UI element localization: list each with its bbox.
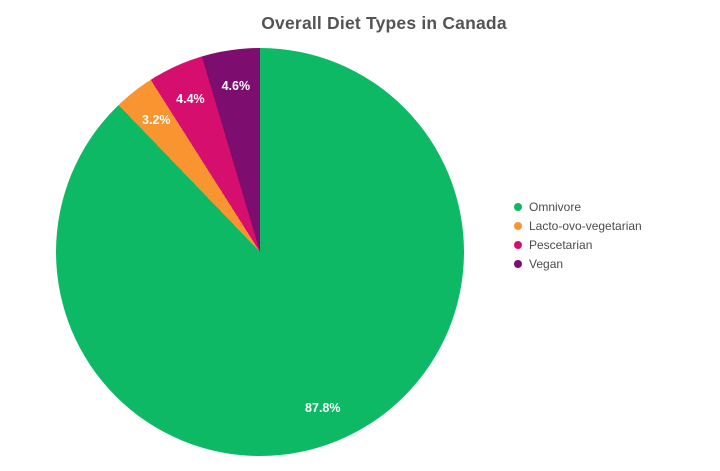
legend-swatch-icon [514, 202, 522, 211]
legend-item-lacto-ovo-vegetarian[interactable]: Lacto-ovo-vegetarian [514, 216, 642, 235]
slice-label-omnivore: 87.8% [305, 400, 341, 415]
legend-item-label: Lacto-ovo-vegetarian [529, 218, 642, 233]
legend-item-pescetarian[interactable]: Pescetarian [514, 235, 642, 254]
legend-swatch-icon [514, 240, 522, 249]
legend-item-label: Pescetarian [529, 237, 593, 252]
legend: Omnivore Lacto-ovo-vegetarian Pescetaria… [514, 197, 642, 273]
legend-item-label: Omnivore [529, 199, 582, 214]
legend-item-omnivore[interactable]: Omnivore [514, 197, 642, 216]
slice-label-vegan: 4.6% [221, 78, 251, 93]
slice-label-pescetarian: 4.4% [176, 92, 205, 107]
pie[interactable]: 87.8% 3.2% 4.4% 4.6% [56, 48, 464, 456]
slice-label-lacto-ovo-vegetarian: 3.2% [142, 112, 171, 127]
legend-swatch-icon [514, 259, 522, 268]
legend-item-vegan[interactable]: Vegan [514, 254, 642, 273]
legend-item-label: Vegan [529, 256, 564, 271]
chart-title: Overall Diet Types in Canada [261, 13, 507, 33]
legend-swatch-icon [514, 221, 522, 230]
